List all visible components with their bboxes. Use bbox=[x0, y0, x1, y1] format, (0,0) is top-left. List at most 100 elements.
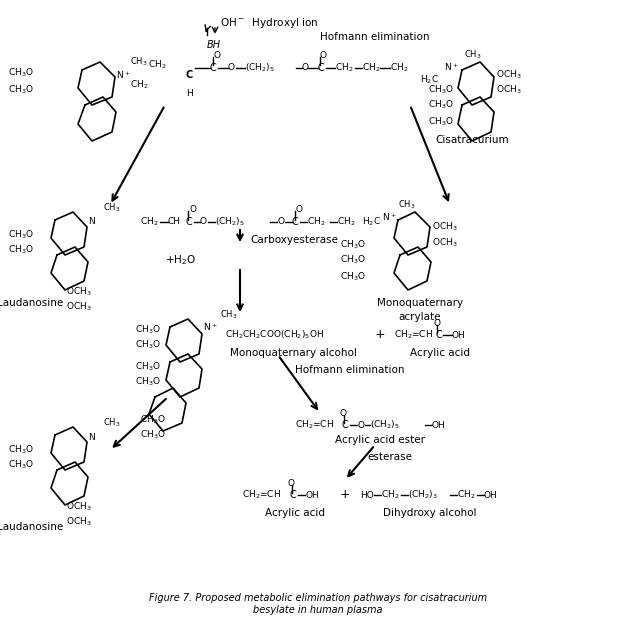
Text: OCH$_3$: OCH$_3$ bbox=[432, 221, 458, 233]
Text: O: O bbox=[277, 218, 284, 227]
Text: CH$_2$=CH: CH$_2$=CH bbox=[242, 489, 281, 501]
Text: N$^+$: N$^+$ bbox=[444, 61, 459, 73]
Text: O: O bbox=[302, 64, 309, 72]
Text: O: O bbox=[228, 64, 235, 72]
Text: Dihydroxy alcohol: Dihydroxy alcohol bbox=[383, 508, 476, 518]
Text: OH: OH bbox=[432, 420, 446, 429]
Text: Monoquaternary alcohol: Monoquaternary alcohol bbox=[230, 348, 357, 358]
Text: OH$^-$  Hydroxyl ion: OH$^-$ Hydroxyl ion bbox=[220, 16, 318, 30]
Text: C: C bbox=[435, 330, 441, 340]
Text: CH$_3$O: CH$_3$O bbox=[8, 229, 34, 241]
Text: CH$_3$: CH$_3$ bbox=[103, 202, 120, 214]
Text: Laudanosine: Laudanosine bbox=[0, 298, 63, 308]
Text: CH$_3$: CH$_3$ bbox=[130, 56, 148, 68]
Text: BH: BH bbox=[207, 40, 221, 50]
Text: Acrylic acid: Acrylic acid bbox=[410, 348, 470, 358]
Text: N$^+$: N$^+$ bbox=[382, 211, 397, 223]
Text: CH$_3$O: CH$_3$O bbox=[8, 244, 34, 257]
Text: CH$_2$: CH$_2$ bbox=[335, 62, 354, 74]
Text: C: C bbox=[186, 70, 193, 80]
Text: CH$_2$=CH: CH$_2$=CH bbox=[295, 418, 334, 431]
Text: Cisatracurium: Cisatracurium bbox=[435, 135, 509, 145]
Text: N$^+$: N$^+$ bbox=[203, 321, 218, 333]
Text: OCH$_3$: OCH$_3$ bbox=[66, 286, 92, 298]
Text: CH$_3$O: CH$_3$O bbox=[135, 376, 161, 388]
Text: N: N bbox=[88, 432, 95, 441]
Text: O: O bbox=[200, 218, 207, 227]
Text: OH: OH bbox=[452, 330, 466, 340]
Text: CH$_2$: CH$_2$ bbox=[390, 62, 408, 74]
Text: O: O bbox=[320, 51, 327, 60]
Text: CH$_2$: CH$_2$ bbox=[337, 216, 355, 228]
Text: CH$_2$: CH$_2$ bbox=[130, 79, 148, 91]
Text: CH$_2$: CH$_2$ bbox=[307, 216, 326, 228]
Text: (CH$_2$)$_3$: (CH$_2$)$_3$ bbox=[408, 489, 438, 501]
Text: C: C bbox=[290, 490, 297, 500]
Text: O: O bbox=[189, 204, 196, 213]
Text: +H$_2$O: +H$_2$O bbox=[165, 253, 196, 267]
Text: CH$_3$O: CH$_3$O bbox=[135, 361, 161, 373]
Text: CH$_3$O: CH$_3$O bbox=[428, 116, 454, 128]
Text: CH$_2$: CH$_2$ bbox=[140, 216, 159, 228]
Text: CH$_3$: CH$_3$ bbox=[103, 417, 120, 429]
Text: Hofmann elimination: Hofmann elimination bbox=[320, 32, 429, 42]
Text: CH$_3$O: CH$_3$O bbox=[340, 254, 366, 266]
Text: O: O bbox=[357, 420, 364, 429]
Text: CH$_3$: CH$_3$ bbox=[220, 309, 238, 321]
Text: Carboxyesterase: Carboxyesterase bbox=[250, 235, 338, 245]
Text: OCH$_3$: OCH$_3$ bbox=[432, 237, 458, 250]
Text: N: N bbox=[88, 218, 95, 227]
Text: (CH$_2$)$_5$: (CH$_2$)$_5$ bbox=[215, 216, 245, 228]
Text: CH$_3$O: CH$_3$O bbox=[140, 429, 166, 441]
Text: CH$_2$: CH$_2$ bbox=[457, 489, 476, 501]
Text: C: C bbox=[210, 63, 217, 73]
Text: CH$_2$: CH$_2$ bbox=[381, 489, 399, 501]
Text: O: O bbox=[434, 319, 441, 328]
Text: CH$_3$O: CH$_3$O bbox=[428, 84, 454, 97]
Text: acrylate: acrylate bbox=[399, 312, 441, 322]
Text: H$_2$C: H$_2$C bbox=[362, 216, 381, 228]
Text: OCH$_3$: OCH$_3$ bbox=[66, 501, 92, 513]
Text: OH: OH bbox=[484, 490, 497, 500]
Text: CH$_3$O: CH$_3$O bbox=[8, 84, 34, 97]
Text: N$^+$: N$^+$ bbox=[116, 69, 131, 81]
Text: C: C bbox=[292, 217, 299, 227]
Text: O: O bbox=[288, 479, 295, 488]
Text: HO: HO bbox=[360, 490, 374, 500]
Text: Acrylic acid: Acrylic acid bbox=[265, 508, 325, 518]
Text: CH$_2$CH$_2$COO(CH$_2$)$_5$OH: CH$_2$CH$_2$COO(CH$_2$)$_5$OH bbox=[225, 329, 324, 341]
Text: Hofmann elimination: Hofmann elimination bbox=[295, 365, 404, 375]
Text: Figure 7. Proposed metabolic elimination pathways for cisatracurium
besylate in : Figure 7. Proposed metabolic elimination… bbox=[149, 593, 487, 615]
Text: CH$_3$O: CH$_3$O bbox=[140, 414, 166, 426]
Text: CH$_3$O: CH$_3$O bbox=[8, 458, 34, 471]
Text: CH$_3$O: CH$_3$O bbox=[135, 324, 161, 337]
Text: esterase: esterase bbox=[368, 452, 413, 462]
Text: C: C bbox=[318, 63, 325, 73]
Text: O: O bbox=[340, 408, 347, 417]
Text: OCH$_3$: OCH$_3$ bbox=[66, 516, 92, 528]
Text: H: H bbox=[186, 88, 193, 98]
Text: CH$_3$O: CH$_3$O bbox=[340, 239, 366, 251]
Text: O: O bbox=[295, 204, 302, 213]
Text: OCH$_3$: OCH$_3$ bbox=[496, 69, 522, 81]
Text: C: C bbox=[342, 420, 348, 430]
Text: Laudanosine: Laudanosine bbox=[0, 522, 63, 532]
Text: (CH$_2$)$_5$: (CH$_2$)$_5$ bbox=[370, 418, 400, 431]
Text: CH$_3$O: CH$_3$O bbox=[428, 99, 454, 111]
Text: O: O bbox=[213, 51, 220, 60]
Text: CH$_3$O: CH$_3$O bbox=[340, 271, 366, 283]
Text: $+$: $+$ bbox=[340, 488, 350, 502]
Text: CH$_3$O: CH$_3$O bbox=[8, 67, 34, 79]
Text: Monoquaternary: Monoquaternary bbox=[377, 298, 463, 308]
Text: CH$_3$: CH$_3$ bbox=[464, 49, 482, 61]
Text: CH$_2$: CH$_2$ bbox=[148, 59, 166, 71]
Text: CH$_2$=CH: CH$_2$=CH bbox=[394, 329, 433, 341]
Text: OCH$_3$: OCH$_3$ bbox=[66, 301, 92, 313]
Text: Acrylic acid ester: Acrylic acid ester bbox=[335, 435, 425, 445]
Text: OH: OH bbox=[305, 490, 318, 500]
Text: CH$_2$: CH$_2$ bbox=[362, 62, 380, 74]
Text: $+$: $+$ bbox=[375, 328, 385, 342]
Text: CH$_3$: CH$_3$ bbox=[398, 199, 415, 211]
Text: CH$_3$O: CH$_3$O bbox=[8, 444, 34, 457]
Text: CH: CH bbox=[168, 218, 181, 227]
